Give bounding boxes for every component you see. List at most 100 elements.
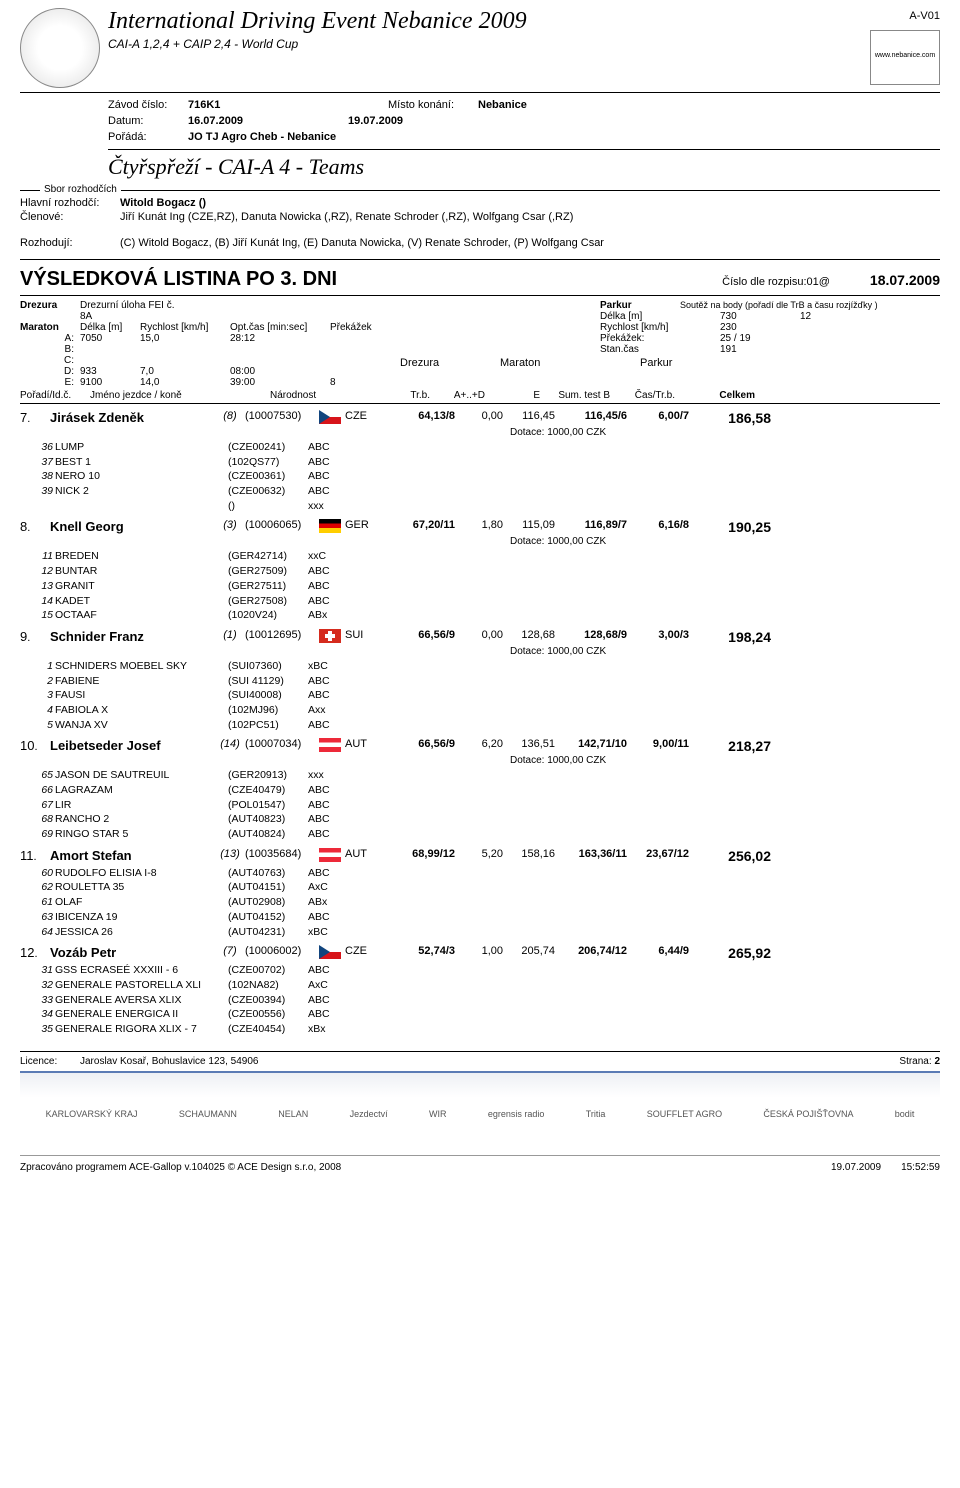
total-value: 190,25 [689,519,771,535]
driver-name: Schnider Franz [50,629,215,644]
horse-row: 11BREDEN(GER42714)xxC [35,549,940,564]
porada-value: JO TJ Agro Cheb - Nebanice [188,131,336,143]
nationality: GER [345,519,395,531]
apd-value: 5,20 [455,848,503,860]
horse-row: 67LIR(POL01547)ABC [35,798,940,813]
horse-row: 12BUNTAR(GER27509)ABC [35,564,940,579]
doc-code: A-V01 [909,10,940,22]
draw-number: (13) [215,848,245,860]
horse-row: 38NERO 10(CZE00361)ABC [35,469,940,484]
p-stancas-label: Stan.čas [600,344,720,355]
horse-row: 4FABIOLA X(102MJ96)Axx [35,703,940,718]
horse-row: 1SCHNIDERS MOEBEL SKY(SUI07360)xBC [35,659,940,674]
p-stancas-value: 191 [720,344,737,355]
sumb-value: 206,74/12 [555,945,627,957]
fei-number: (10007034) [245,738,315,750]
clenove-value: Jiří Kunát Ing (CZE,RZ), Danuta Nowicka … [120,211,573,223]
clenove-label: Členové: [20,211,120,223]
horse-row: 68RANCHO 2(AUT40823)ABC [35,812,940,827]
p-rychlost-label: Rychlost [km/h] [600,322,720,333]
horse-row: 63IBICENZA 19(AUT04152)ABC [35,910,940,925]
drezura-detail: Drezurní úloha FEI č. 8A [80,300,180,322]
bottom-credits: Zpracováno programem ACE-Gallop v.104025… [20,1162,831,1173]
porada-label: Pořádá: [108,131,188,143]
apd-value: 1,80 [455,519,503,531]
driver-name: Amort Stefan [50,848,215,863]
horse-row: 65JASON DE SAUTREUIL(GER20913)xxx [35,768,940,783]
horse-row: 39NICK 2(CZE00632)ABC [35,484,940,499]
col-apd: A+..+D [430,390,485,401]
strana: Strana: 2 [899,1056,940,1067]
col-narodnost: Národnost [270,390,370,401]
fei-number: (10035684) [245,848,315,860]
horse-row: 31GSS ECRASEÉ XXXIII - 6(CZE00702)ABC [35,963,940,978]
rozhoduji-value: (C) Witold Bogacz, (B) Jiří Kunát Ing, (… [120,237,604,249]
nationality: SUI [345,629,395,641]
trb-value: 67,20/11 [395,519,455,531]
total-value: 198,24 [689,629,771,645]
total-value: 218,27 [689,738,771,754]
dotace-text: Dotace: 1000,00 CZK [510,427,940,438]
hlavni-label: Hlavní rozhodčí: [20,197,120,209]
sumb-value: 163,36/11 [555,848,627,860]
horse-row: 34GENERALE ENERGICA II(CZE00556)ABC [35,1007,940,1022]
cislo-label: Číslo dle rozpisu:01@ [722,276,830,288]
delka-header: Délka [m] [80,322,140,333]
flag-icon [319,629,341,643]
nationality: AUT [345,848,395,860]
zavod-label: Závod číslo: [108,99,188,111]
result-entry: 7. Jirásek Zdeněk (8) (10007530) CZE 64,… [20,410,940,513]
flag-icon [319,519,341,533]
misto-label: Místo konání: [388,99,478,111]
col-trb: Tr.b. [370,390,430,401]
parkur-label: Parkur [600,300,680,311]
e-value: 205,74 [503,945,555,957]
driver-name: Leibetseder Josef [50,738,215,753]
sponsor-logo: SOUFFLET AGRO [647,1109,722,1119]
e-value: 115,09 [503,519,555,531]
col-jmeno: Jméno jezdce / koně [90,390,270,401]
castrb-value: 6,00/7 [627,410,689,422]
apd-value: 1,00 [455,945,503,957]
dotace-text: Dotace: 1000,00 CZK [510,646,940,657]
fei-number: (10006065) [245,519,315,531]
category-title: Čtyřspřeží - CAI-A 4 - Teams [108,154,940,180]
horse-row: 64JESSICA 26(AUT04231)xBC [35,925,940,940]
fei-number: (10007530) [245,410,315,422]
prekazek-header: Překážek [330,322,372,333]
datum-value: 16.07.2009 [188,115,308,127]
fei-number: (10012695) [245,629,315,641]
sub-parkur: Parkur [640,357,672,369]
horse-row: 3FAUSI(SUI40008)ABC [35,688,940,703]
p-rychlost-value: 230 [720,322,737,333]
result-entry: 10. Leibetseder Josef (14) (10007034) AU… [20,738,940,841]
sponsor-logo: SCHAUMANN [179,1109,237,1119]
trb-value: 68,99/12 [395,848,455,860]
horse-row: 61OLAF(AUT02908)ABx [35,895,940,910]
sponsor-logo: Tritia [586,1109,606,1119]
rank: 8. [20,519,50,534]
trb-value: 66,56/9 [395,738,455,750]
sumb-value: 128,68/9 [555,629,627,641]
sponsor-logo: Jezdectví [350,1109,388,1119]
sponsors-bar: KARLOVARSKÝ KRAJSCHAUMANNNELANJezdectvíW… [20,1071,940,1156]
result-title: VÝSLEDKOVÁ LISTINA PO 3. DNI [20,268,722,291]
sponsor-logo: ČESKÁ POJIŠŤOVNA [763,1109,853,1119]
hlavni-value: Witold Bogacz () [120,197,206,209]
draw-number: (3) [215,519,245,531]
col-celkem: Celkem [675,390,755,401]
rozhoduji-label: Rozhodují: [20,237,120,249]
horse-row: 35GENERALE RIGORA XLIX - 7(CZE40454)xBx [35,1022,940,1037]
p-delka-label: Délka [m] [600,311,720,322]
result-entry: 8. Knell Georg (3) (10006065) GER 67,20/… [20,519,940,622]
castrb-value: 6,16/8 [627,519,689,531]
horse-row: 13GRANIT(GER27511)ABC [35,579,940,594]
result-entry: 9. Schnider Franz (1) (10012695) SUI 66,… [20,629,940,732]
sponsor-logo: egrensis radio [488,1109,545,1119]
nationality: CZE [345,945,395,957]
rychlost-header: Rychlost [km/h] [140,322,230,333]
horse-row: 69RINGO STAR 5(AUT40824)ABC [35,827,940,842]
fei-number: (10006002) [245,945,315,957]
sponsor-logo: bodit [895,1109,915,1119]
sub-maraton: Maraton [500,357,640,369]
